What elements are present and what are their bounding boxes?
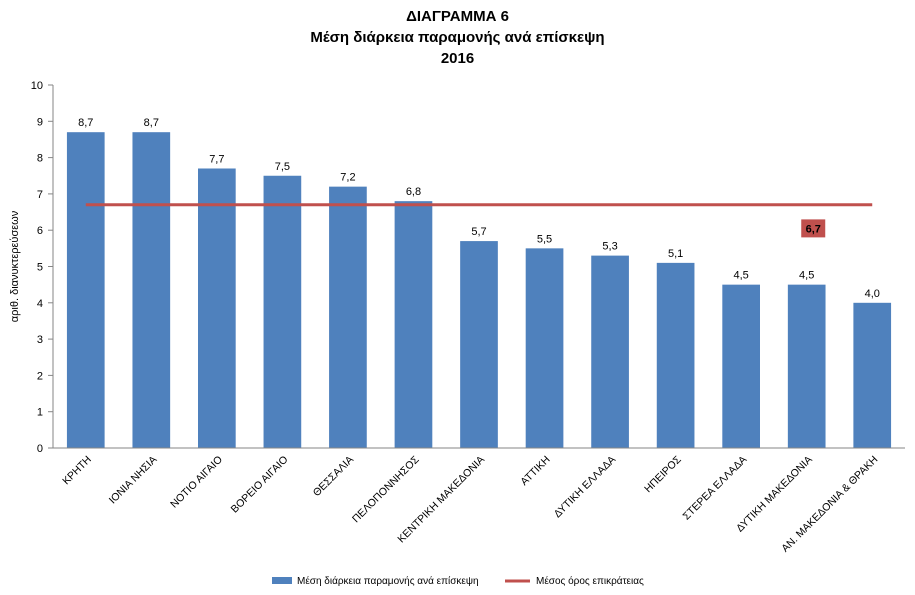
y-tick-label: 10 <box>31 80 43 92</box>
data-labels-group: 8,7 8,7 7,7 7,5 7,2 6,8 5,7 5,5 5,3 5,1 4,5 4,5 4,0 <box>78 117 880 300</box>
bar <box>263 175 302 448</box>
average-label-box <box>801 219 826 238</box>
x-tick-label: ΒΟΡΕΙΟ ΑΙΓΑΙΟ <box>229 454 291 516</box>
chart-title-line-3: 2016 <box>440 50 475 67</box>
legend-bar-swatch <box>272 577 292 584</box>
x-tick-label: ΝΟΤΙΟ ΑΙΓΑΙΟ <box>168 454 225 511</box>
y-tick-label: 3 <box>37 334 43 346</box>
y-tick-label: 1 <box>37 407 43 419</box>
bar <box>787 284 826 448</box>
y-axis: 0 1 2 3 4 5 6 7 8 9 10 <box>31 80 54 455</box>
data-label: 4,5 <box>799 270 814 282</box>
y-tick-label: 2 <box>37 370 43 382</box>
y-tick-label: 0 <box>37 443 43 455</box>
x-tick-label: ΔΥΤΙΚΗ ΕΛΛΑΔΑ <box>552 454 619 521</box>
x-tick-label: ΣΤΕΡΕΑ ΕΛΛΑΔΑ <box>680 454 749 523</box>
legend-bar-label: Μέση διάρκεια παραμονής ανά επίσκεψη <box>297 575 479 587</box>
y-tick-label: 9 <box>37 116 43 128</box>
data-label: 5,3 <box>602 241 617 253</box>
y-tick-label: 7 <box>37 189 43 201</box>
x-tick-label: ΑΤΤΙΚΗ <box>518 454 552 488</box>
x-axis: ΚΡΗΤΗ ΙΟΝΙΑ ΝΗΣΙΑ ΝΟΤΙΟ ΑΙΓΑΙΟ ΒΟΡΕΙΟ ΑΙΓΑΙ… <box>53 447 905 555</box>
data-label: 8,7 <box>78 117 93 129</box>
bar <box>66 132 105 448</box>
bar <box>329 186 367 448</box>
data-label: 7,5 <box>275 161 290 173</box>
x-tick-label: ΠΕΛΟΠΟΝΝΗΣΟΣ <box>350 453 422 525</box>
bar <box>656 262 695 448</box>
data-label: 4,0 <box>865 288 880 300</box>
y-tick-label: 5 <box>37 262 43 274</box>
legend: Μέση διάρκεια παραμονής ανά επίσκεψη Μέσο… <box>272 575 644 587</box>
y-tick-label: 4 <box>37 298 43 310</box>
average-line-group: 6,7 <box>85 203 873 238</box>
x-tick-label: ΙΟΝΙΑ ΝΗΣΙΑ <box>107 454 160 507</box>
data-label: 5,7 <box>471 226 486 238</box>
bar <box>853 302 892 448</box>
bars-group <box>66 132 892 449</box>
x-tick-label: ΘΕΣΣΑΛΙΑ <box>311 454 356 499</box>
bar <box>460 241 498 448</box>
y-axis-label: αριθ. διανυκτερεύσεων <box>9 210 21 322</box>
data-label: 8,7 <box>144 117 159 129</box>
bar <box>198 168 236 449</box>
data-label: 7,7 <box>209 153 224 165</box>
data-label: 5,5 <box>537 233 552 245</box>
x-tick-label: ΚΡΗΤΗ <box>60 454 94 488</box>
average-label: 6,7 <box>806 223 821 235</box>
bar <box>525 248 564 448</box>
y-tick-label: 6 <box>37 225 43 237</box>
bar <box>591 255 629 448</box>
data-label: 7,2 <box>340 172 355 184</box>
data-label: 5,1 <box>668 248 683 260</box>
chart-title-line-1: ΔΙΑΓΡΑΜΜΑ 6 <box>406 8 509 25</box>
legend-line-label: Μέσος όρος επικράτειας <box>536 575 644 587</box>
chart-title-line-2: Μέση διάρκεια παραμονής ανά επίσκεψη <box>310 29 605 46</box>
bar <box>722 284 760 448</box>
x-tick-label: ΗΠΕΙΡΟΣ <box>642 453 684 495</box>
bar <box>132 132 171 448</box>
chart-title: ΔΙΑΓΡΑΜΜΑ 6 Μέση διάρκεια παραμονής ανά … <box>0 6 915 69</box>
data-label: 4,5 <box>734 270 749 282</box>
data-label: 6,8 <box>406 186 421 198</box>
y-tick-label: 8 <box>37 153 43 165</box>
bar <box>394 201 433 448</box>
